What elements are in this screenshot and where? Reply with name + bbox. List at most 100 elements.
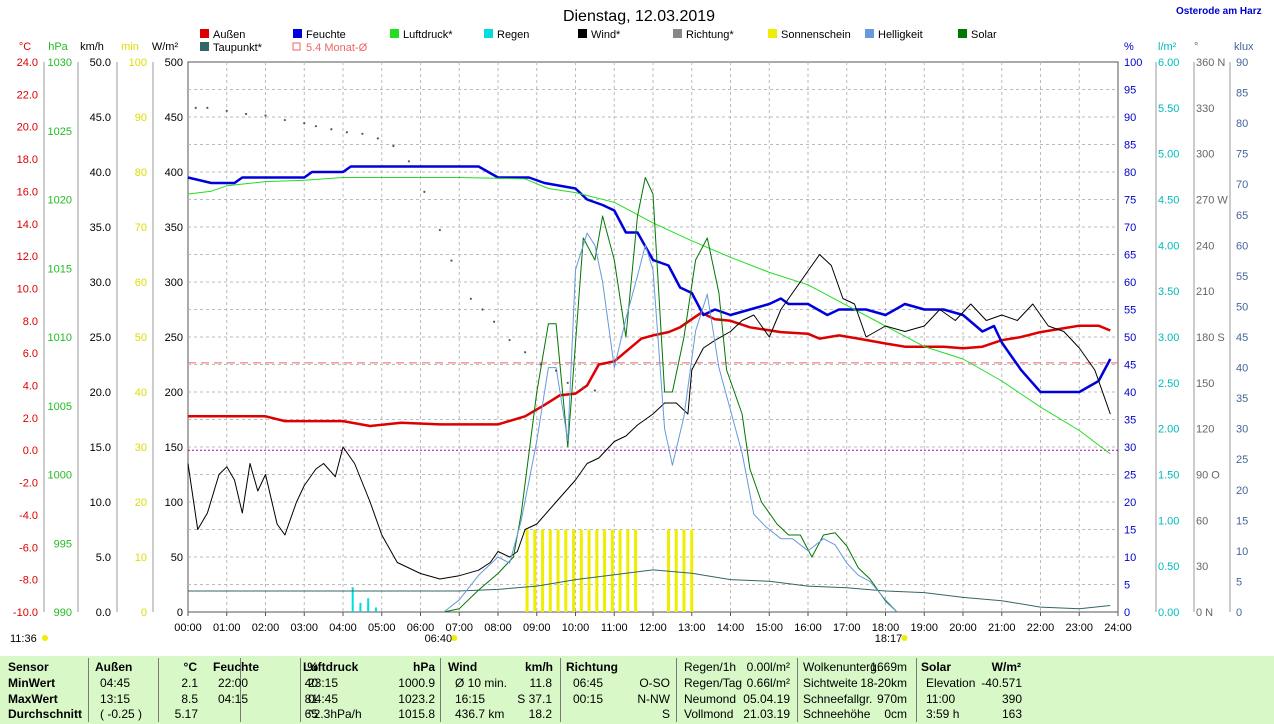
x-tick-label: 22:00 [1027,622,1055,634]
axis-tick-label: 1.00 [1158,515,1179,527]
axis-tick-label: 1005 [48,401,72,413]
direction-dot [469,297,472,300]
stats-cell: 04:15 [218,692,249,706]
stats-header: Sensor [8,660,49,674]
axis-tick-label: 30 [1124,442,1136,454]
rain-bar [351,587,354,612]
axis-tick-label: 10 [1124,552,1136,564]
stats-header: % [307,660,318,674]
sunshine-bar [618,529,622,612]
axis-tick-label: 4.00 [1158,240,1179,252]
axis-tick-label: 55 [1236,271,1248,283]
legend-label: Taupunkt* [213,42,263,54]
sunshine-bar [548,529,552,612]
axis-tick-label: 45.0 [90,112,111,124]
x-tick-label: 04:00 [329,622,357,634]
x-tick-label: 20:00 [949,622,977,634]
chart-title: Dienstag, 12.03.2019 [563,8,715,25]
stats-cell: Schneefallgr. [803,692,873,706]
legend-label: Außen [213,29,245,41]
direction-dot [450,259,453,262]
stats-cell: 23:15 [308,676,339,690]
stats-cell: 1669m [870,660,907,674]
stats-cell: ^2.3hPa/h [308,707,362,721]
x-tick-label: 15:00 [755,622,783,634]
legend-swatch [484,29,493,38]
axis-tick-label: 5 [1236,576,1242,588]
axis-tick-label: 55 [1124,305,1136,317]
legend-label: Wind* [591,29,621,41]
stats-cell: 0cm [884,707,907,721]
series-line-taupunkt [188,569,1111,610]
series-line-solar [443,177,898,613]
axis-tick-label: 0 [1236,607,1242,619]
day-length-label: 11:36 [10,633,37,645]
sunrise-icon [451,635,458,641]
legend-swatch [390,29,399,38]
axis-unit: min [121,41,139,53]
stats-cell: Regen/Tag [684,676,743,690]
x-tick-label: 03:00 [290,622,318,634]
axis-tick-label: 0 [141,607,147,619]
legend-label: Helligkeit [878,29,923,41]
axis-tick-label: 45 [1236,332,1248,344]
axis-tick-label: 80 [135,167,147,179]
axis-unit: W/m² [152,41,179,53]
x-tick-label: 11:00 [601,622,628,634]
axis-tick-label: 2.50 [1158,378,1179,390]
stats-cell: 05.04.19 [743,692,790,706]
stats-cell: 1015.8 [398,707,435,721]
x-tick-label: 02:00 [252,622,280,634]
stats-header: W/m² [991,660,1021,674]
stats-separator [158,658,159,722]
axis-tick-label: 50 [135,332,147,344]
axis-tick-label: 85 [1236,88,1248,100]
axis-tick-label: 30 [1236,424,1248,436]
axis-tick-label: -4.0 [19,510,38,522]
stats-header: Feuchte [213,660,260,674]
axis-tick-label: 40 [1236,363,1248,375]
rain-bar [367,598,370,612]
stats-header: km/h [524,660,553,674]
axis-unit: l/m² [1158,41,1177,53]
direction-dot [524,351,527,354]
axis-tick-label: 30.0 [90,277,111,289]
axis-tick-label: 995 [54,538,72,550]
axis-tick-label: 240 [1196,240,1214,252]
legend-swatch [673,29,682,38]
x-tick-label: 13:00 [678,622,706,634]
direction-dot [283,118,286,122]
axis-tick-label: 10.0 [90,497,111,509]
axis-tick-label: 85 [1124,140,1136,152]
axis-tick-label: 450 [165,112,183,124]
stats-cell: 40 [304,676,318,690]
axis-tick-label: 16.0 [17,186,38,198]
axis-tick-label: 350 [165,222,183,234]
stats-cell: Wolkenunterg. [803,660,881,674]
direction-dot [423,190,426,193]
axis-tick-label: 95 [1124,85,1136,97]
stats-separator [916,658,917,722]
axis-tick-label: 15 [1124,525,1136,537]
axis-tick-label: 25 [1124,470,1136,482]
stats-separator [440,658,441,722]
stats-cell: 3:59 h [926,707,960,721]
x-tick-label: 14:00 [717,622,745,634]
sunshine-bar [682,529,686,612]
axis-tick-label: 20 [1124,497,1136,509]
axis-tick-label: 0.0 [23,445,38,457]
axis-unit: ° [1194,41,1198,53]
sunset-icon [901,635,908,641]
axis-tick-label: 80 [1236,118,1248,130]
direction-dot [206,106,209,109]
legend-swatch [768,29,777,38]
axis-tick-label: 15.0 [90,442,111,454]
axis-tick-label: 20 [135,497,147,509]
sunshine-bar [674,529,678,612]
stats-cell: S [661,707,670,721]
stats-header: °C [183,660,197,674]
axis-tick-label: 0.00 [1158,607,1179,619]
grid [187,61,1119,613]
axis-tick-label: 150 [165,442,183,454]
legend-swatch [578,29,587,38]
